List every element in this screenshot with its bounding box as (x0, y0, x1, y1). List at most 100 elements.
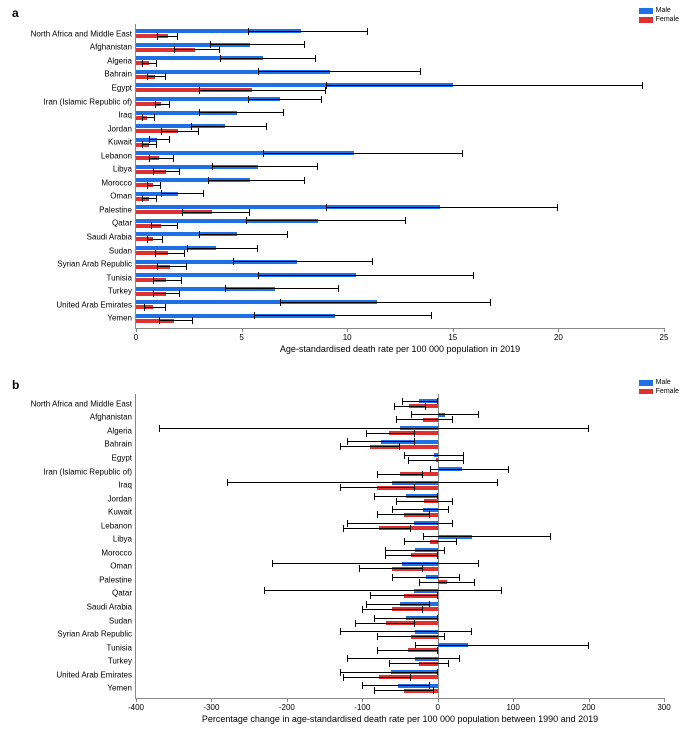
country-label: Kuwait (108, 508, 132, 517)
female-errorbar (144, 307, 165, 308)
female-errorbar (151, 225, 178, 226)
female-errorbar (159, 320, 193, 321)
female-errorbar (153, 280, 183, 281)
male-errorbar (199, 234, 288, 235)
country-label: Oman (110, 192, 132, 201)
x-axis-label-a: Age-standardised death rate per 100 000 … (280, 344, 520, 354)
country-label: Bahrain (104, 440, 132, 449)
female-errorbar (343, 528, 411, 529)
xtick-mark (664, 328, 665, 332)
female-errorbar (385, 555, 438, 556)
male-errorbar (159, 428, 589, 429)
female-errorbar (419, 582, 476, 583)
male-errorbar (392, 577, 460, 578)
legend-item-male-b: Male (639, 378, 679, 387)
country-label: Algeria (107, 426, 132, 435)
x-axis-label-b: Percentage change in age-standardised de… (202, 714, 598, 724)
female-errorbar (408, 460, 465, 461)
male-errorbar (385, 550, 445, 551)
female-errorbar (155, 104, 170, 105)
xtick-label: 10 (343, 333, 352, 342)
male-errorbar (340, 672, 438, 673)
figure-root: a Male Female Age-standardised death rat… (0, 0, 685, 742)
country-label: Turkey (108, 287, 132, 296)
country-label: Palestine (99, 205, 132, 214)
xtick-label: 15 (448, 333, 457, 342)
female-errorbar (377, 514, 430, 515)
xtick-label: -100 (354, 703, 370, 712)
male-errorbar (199, 112, 283, 113)
country-label: Tunisia (107, 273, 133, 282)
female-errorbar (370, 595, 438, 596)
male-errorbar (392, 509, 449, 510)
xtick-mark (558, 328, 559, 332)
country-label: Algeria (107, 56, 132, 65)
country-label: Jordan (108, 124, 132, 133)
female-errorbar (394, 406, 426, 407)
legend-swatch-male-b (639, 380, 653, 386)
country-label: Afghanistan (90, 413, 132, 422)
country-label: Iran (Islamic Republic of) (44, 467, 132, 476)
female-errorbar (362, 609, 422, 610)
country-label: North Africa and Middle East (31, 399, 132, 408)
male-errorbar (220, 58, 315, 59)
legend-label-male-b: Male (656, 378, 671, 387)
male-errorbar (430, 469, 509, 470)
country-label: Iraq (118, 481, 132, 490)
country-label: United Arab Emirates (56, 670, 132, 679)
xtick-label: 300 (657, 703, 670, 712)
female-errorbar (161, 131, 199, 132)
xtick-mark (242, 328, 243, 332)
country-label: Egypt (112, 83, 132, 92)
female-errorbar (374, 690, 434, 691)
xtick-label: 25 (660, 333, 669, 342)
xtick-label: -300 (203, 703, 219, 712)
male-errorbar (227, 482, 499, 483)
panel-a-label: a (12, 6, 19, 20)
country-label: Saudi Arabia (87, 232, 132, 241)
female-errorbar (157, 266, 187, 267)
male-errorbar (191, 126, 267, 127)
country-label: Saudi Arabia (87, 602, 132, 611)
xtick-label: 0 (435, 703, 439, 712)
male-errorbar (248, 31, 368, 32)
country-label: Libya (113, 165, 132, 174)
male-errorbar (347, 658, 460, 659)
female-errorbar (377, 650, 437, 651)
female-errorbar (142, 198, 157, 199)
male-errorbar (187, 248, 259, 249)
plot-a: Age-standardised death rate per 100 000 … (135, 24, 664, 329)
male-errorbar (225, 288, 339, 289)
legend-label-male: Male (656, 6, 671, 15)
male-errorbar (272, 563, 479, 564)
panel-b-label: b (12, 378, 19, 392)
male-errorbar (326, 85, 643, 86)
country-label: Qatar (112, 589, 132, 598)
country-label: Sudan (109, 616, 132, 625)
xtick-mark (347, 328, 348, 332)
xtick-mark (453, 328, 454, 332)
male-errorbar (402, 401, 438, 402)
panel-a: a Male Female Age-standardised death rat… (0, 0, 685, 370)
male-errorbar (415, 645, 588, 646)
female-errorbar (147, 239, 164, 240)
female-errorbar (142, 63, 157, 64)
female-errorbar (377, 474, 422, 475)
female-errorbar (404, 541, 457, 542)
male-errorbar (264, 590, 502, 591)
legend-swatch-female (639, 17, 653, 23)
male-errorbar (254, 315, 431, 316)
xtick-mark (664, 698, 665, 702)
country-label: Iraq (118, 111, 132, 120)
female-errorbar (153, 171, 180, 172)
female-errorbar (355, 623, 415, 624)
male-errorbar (246, 220, 407, 221)
female-errorbar (155, 253, 185, 254)
country-label: Palestine (99, 575, 132, 584)
country-label: Afghanistan (90, 43, 132, 52)
male-errorbar (423, 536, 551, 537)
male-errorbar (404, 455, 464, 456)
xtick-mark (589, 698, 590, 702)
female-errorbar (147, 185, 162, 186)
xtick-mark (211, 698, 212, 702)
